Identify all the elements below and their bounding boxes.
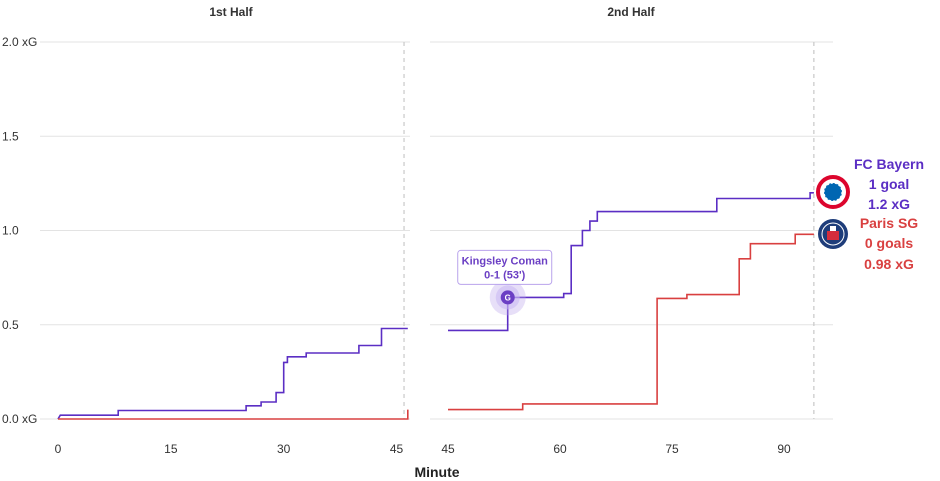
x-axis-title: Minute [414, 464, 459, 480]
psg-badge-icon [818, 219, 848, 249]
goal-marker-letter: G [505, 293, 511, 302]
panel-title: 1st Half [209, 5, 253, 19]
y-tick-label: 0.5 [2, 318, 19, 332]
end-markers [403, 42, 815, 419]
goal-callout-box [457, 249, 553, 285]
x-tick-label: 60 [553, 442, 567, 456]
grid-lines [40, 41, 833, 420]
psg-goals: 0 goals [865, 235, 913, 251]
series-lines [57, 192, 814, 420]
psg-name: Paris SG [860, 215, 918, 231]
psg-xg-line-1 [58, 409, 409, 420]
bayern-name: FC Bayern [854, 156, 924, 172]
panel-titles: 1st Half 2nd Half [209, 5, 655, 19]
goal-scorer-label: Kingsley Coman [462, 255, 548, 267]
y-axis-labels: 0.0 xG 0.5 1.0 1.5 2.0 xG [2, 35, 37, 426]
x-axis-labels: 0 15 30 45 45 60 75 90 [55, 442, 791, 456]
y-tick-label: 1.0 [2, 224, 19, 238]
bayern-xg-line-2 [448, 192, 814, 332]
x-tick-label: 75 [665, 442, 679, 456]
x-tick-label: 90 [777, 442, 791, 456]
bayern-goals: 1 goal [869, 176, 909, 192]
x-tick-label: 45 [390, 442, 404, 456]
goal-score-label: 0-1 (53') [484, 269, 525, 281]
x-tick-label: 30 [277, 442, 291, 456]
psg-xg-line-2 [448, 233, 814, 411]
x-tick-label: 15 [164, 442, 178, 456]
panel-title: 2nd Half [607, 5, 655, 19]
team-legend: FC Bayern 1 goal 1.2 xG Paris SG 0 goals… [816, 156, 924, 272]
bayern-badge-icon [816, 175, 850, 209]
y-tick-label: 1.5 [2, 129, 19, 143]
y-tick-label: 2.0 xG [2, 35, 37, 49]
goal-marker[interactable] [500, 290, 515, 305]
psg-xg: 0.98 xG [864, 256, 914, 272]
bayern-xg-line-1 [57, 327, 408, 420]
bayern-xg: 1.2 xG [868, 196, 910, 212]
goal-annotation[interactable]: G Kingsley Coman 0-1 (53') [457, 249, 553, 316]
x-tick-label: 45 [441, 442, 455, 456]
x-tick-label: 0 [55, 442, 62, 456]
y-tick-label: 0.0 xG [2, 412, 37, 426]
